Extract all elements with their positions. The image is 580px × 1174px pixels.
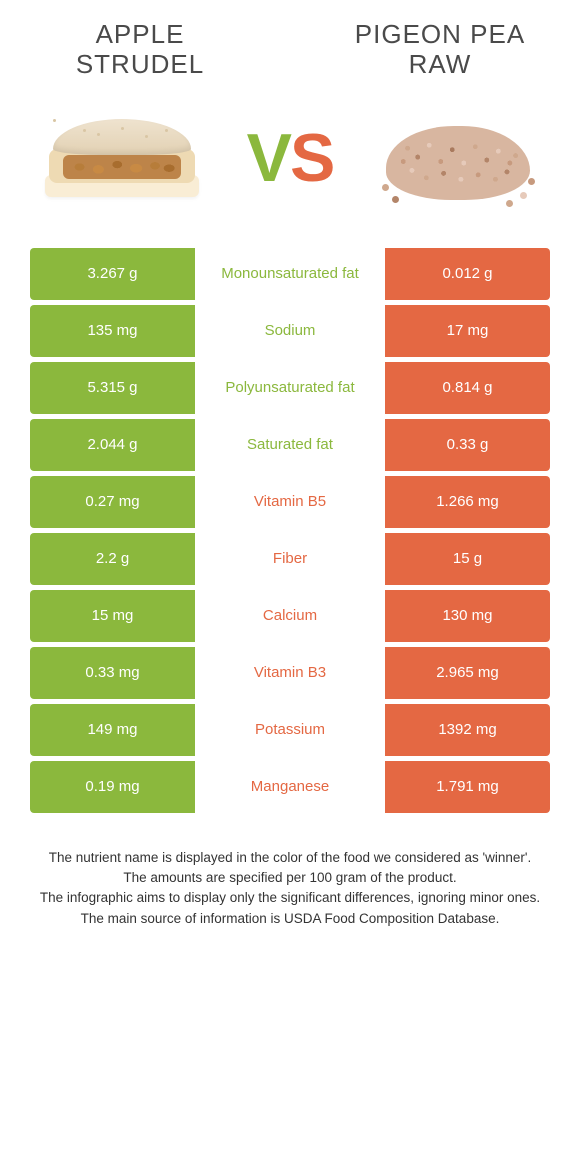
comparison-infographic: Apple strudel Pigeon pea raw VS 3.267 gM… bbox=[0, 0, 580, 949]
nutrient-label: Vitamin B5 bbox=[195, 476, 385, 528]
pea-dot bbox=[382, 184, 389, 191]
pea-dot bbox=[528, 178, 535, 185]
left-value: 149 mg bbox=[30, 704, 195, 756]
right-value: 130 mg bbox=[385, 590, 550, 642]
nutrient-label: Calcium bbox=[195, 590, 385, 642]
nutrient-label: Manganese bbox=[195, 761, 385, 813]
table-row: 0.33 mgVitamin B32.965 mg bbox=[30, 647, 550, 699]
nutrient-label: Vitamin B3 bbox=[195, 647, 385, 699]
right-value: 0.012 g bbox=[385, 248, 550, 300]
table-row: 2.2 gFiber15 g bbox=[30, 533, 550, 585]
right-value: 1.266 mg bbox=[385, 476, 550, 528]
header: Apple strudel Pigeon pea raw bbox=[30, 20, 550, 80]
left-value: 15 mg bbox=[30, 590, 195, 642]
nutrient-label: Monounsaturated fat bbox=[195, 248, 385, 300]
nutrient-table: 3.267 gMonounsaturated fat0.012 g135 mgS… bbox=[30, 248, 550, 813]
pea-dot bbox=[506, 200, 513, 207]
table-row: 15 mgCalcium130 mg bbox=[30, 590, 550, 642]
table-row: 0.19 mgManganese1.791 mg bbox=[30, 761, 550, 813]
left-value: 0.27 mg bbox=[30, 476, 195, 528]
table-row: 0.27 mgVitamin B51.266 mg bbox=[30, 476, 550, 528]
apple-strudel-icon bbox=[45, 115, 200, 200]
pea-dot bbox=[392, 196, 399, 203]
vs-label: VS bbox=[247, 119, 334, 197]
footer-line: The infographic aims to display only the… bbox=[38, 888, 542, 908]
right-value: 2.965 mg bbox=[385, 647, 550, 699]
table-row: 2.044 gSaturated fat0.33 g bbox=[30, 419, 550, 471]
table-row: 149 mgPotassium1392 mg bbox=[30, 704, 550, 756]
right-value: 0.814 g bbox=[385, 362, 550, 414]
footer-line: The nutrient name is displayed in the co… bbox=[38, 848, 542, 868]
right-value: 1.791 mg bbox=[385, 761, 550, 813]
left-value: 2.044 g bbox=[30, 419, 195, 471]
vs-s: S bbox=[290, 120, 333, 196]
footer-notes: The nutrient name is displayed in the co… bbox=[30, 848, 550, 929]
table-row: 5.315 gPolyunsaturated fat0.814 g bbox=[30, 362, 550, 414]
vs-row: VS bbox=[30, 98, 550, 218]
pea-dot bbox=[520, 192, 527, 199]
left-value: 5.315 g bbox=[30, 362, 195, 414]
nutrient-label: Polyunsaturated fat bbox=[195, 362, 385, 414]
right-food-title: Pigeon pea raw bbox=[330, 20, 550, 80]
nutrient-label: Potassium bbox=[195, 704, 385, 756]
left-value: 3.267 g bbox=[30, 248, 195, 300]
nutrient-label: Sodium bbox=[195, 305, 385, 357]
right-value: 15 g bbox=[385, 533, 550, 585]
left-value: 2.2 g bbox=[30, 533, 195, 585]
vs-v: V bbox=[247, 120, 290, 196]
table-row: 135 mgSodium17 mg bbox=[30, 305, 550, 357]
table-row: 3.267 gMonounsaturated fat0.012 g bbox=[30, 248, 550, 300]
left-value: 135 mg bbox=[30, 305, 195, 357]
nutrient-label: Saturated fat bbox=[195, 419, 385, 471]
left-food-title: Apple strudel bbox=[30, 20, 250, 80]
right-value: 17 mg bbox=[385, 305, 550, 357]
pigeon-pea-icon bbox=[378, 108, 538, 208]
footer-line: The main source of information is USDA F… bbox=[38, 909, 542, 929]
right-value: 0.33 g bbox=[385, 419, 550, 471]
left-value: 0.33 mg bbox=[30, 647, 195, 699]
nutrient-label: Fiber bbox=[195, 533, 385, 585]
right-food-image bbox=[375, 98, 540, 218]
left-food-image bbox=[40, 98, 205, 218]
right-value: 1392 mg bbox=[385, 704, 550, 756]
footer-line: The amounts are specified per 100 gram o… bbox=[38, 868, 542, 888]
left-value: 0.19 mg bbox=[30, 761, 195, 813]
